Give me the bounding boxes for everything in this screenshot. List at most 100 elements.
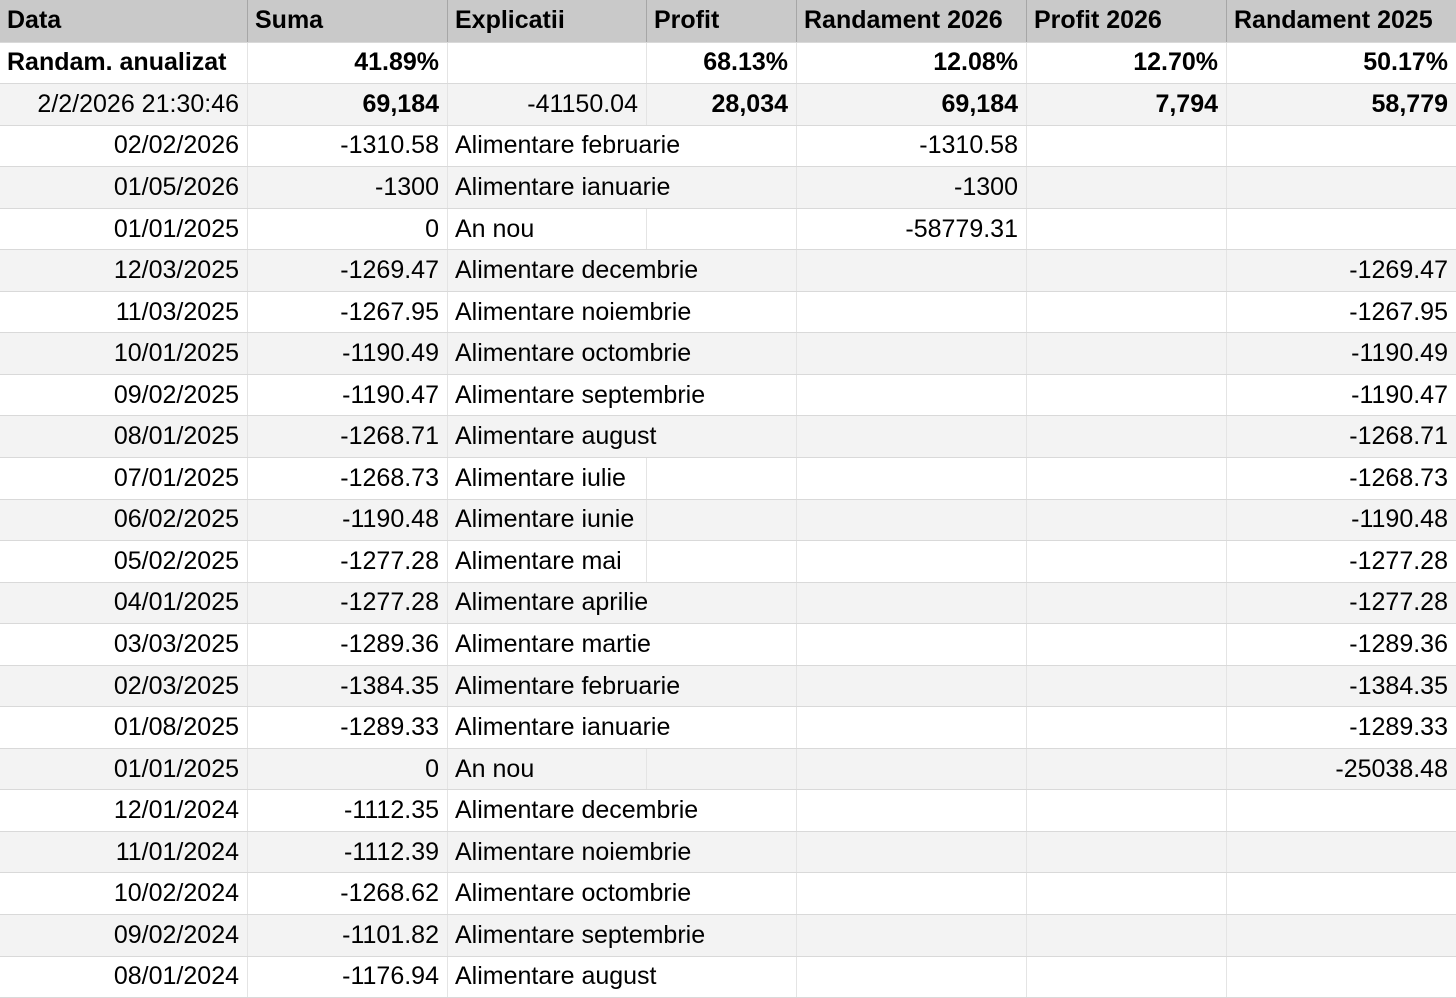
cell-randament_2026[interactable] — [797, 499, 1027, 541]
cell-profit_2026[interactable]: 7,794 — [1027, 84, 1227, 125]
cell-profit_2026[interactable] — [1027, 831, 1227, 873]
cell-randament_2026[interactable] — [797, 748, 1027, 790]
cell-explicatii[interactable] — [448, 42, 647, 84]
cell-randament_2025[interactable]: -1289.33 — [1227, 707, 1456, 748]
cell-randament_2025[interactable] — [1227, 167, 1456, 208]
cell-data[interactable]: 01/01/2025 — [0, 208, 248, 250]
cell-randament_2026[interactable] — [797, 707, 1027, 748]
cell-randament_2025[interactable]: -1190.47 — [1227, 375, 1456, 416]
cell-randament_2025[interactable]: -1289.36 — [1227, 624, 1456, 665]
cell-profit_2026[interactable] — [1027, 665, 1227, 707]
cell-randament_2025[interactable]: -1190.48 — [1227, 500, 1456, 541]
cell-randament_2026[interactable]: 12.08% — [797, 42, 1027, 84]
cell-explicatii[interactable]: Alimentare iunie — [448, 499, 647, 541]
cell-explicatii[interactable]: Alimentare septembrie — [448, 915, 705, 956]
cell-profit[interactable] — [647, 374, 797, 416]
cell-explicatii[interactable]: Alimentare februarie — [448, 666, 680, 707]
column-header-profit[interactable]: Profit — [647, 0, 797, 42]
column-header-explicatii[interactable]: Explicatii — [448, 0, 647, 42]
cell-profit_2026[interactable] — [1027, 125, 1227, 167]
cell-profit_2026[interactable] — [1027, 333, 1227, 374]
cell-explicatii[interactable]: Alimentare septembrie — [448, 375, 705, 416]
cell-profit_2026[interactable] — [1027, 458, 1227, 499]
cell-suma[interactable]: -1269.47 — [248, 250, 448, 291]
cell-explicatii[interactable]: Alimentare octombrie — [448, 873, 691, 914]
cell-suma[interactable]: 41.89% — [248, 42, 448, 84]
cell-suma[interactable]: -1112.39 — [248, 831, 448, 873]
cell-profit[interactable] — [647, 665, 797, 707]
cell-suma[interactable]: -1176.94 — [248, 956, 448, 998]
cell-profit_2026[interactable] — [1027, 541, 1227, 582]
cell-data[interactable]: 11/01/2024 — [0, 831, 248, 873]
cell-explicatii[interactable]: Alimentare noiembrie — [448, 832, 691, 873]
cell-explicatii[interactable]: Alimentare februarie — [448, 126, 680, 167]
cell-suma[interactable]: -1268.62 — [248, 873, 448, 915]
cell-randament_2026[interactable] — [797, 873, 1027, 915]
cell-data[interactable]: 05/02/2025 — [0, 541, 248, 582]
cell-data[interactable]: 02/02/2026 — [0, 125, 248, 167]
cell-randament_2025[interactable] — [1227, 957, 1456, 998]
cell-explicatii[interactable]: Alimentare august — [448, 416, 657, 457]
cell-profit[interactable] — [647, 873, 797, 915]
cell-randament_2026[interactable] — [797, 541, 1027, 582]
cell-randament_2025[interactable] — [1227, 209, 1456, 250]
cell-randament_2026[interactable] — [797, 624, 1027, 665]
cell-randament_2026[interactable] — [797, 956, 1027, 998]
cell-explicatii[interactable]: Alimentare decembrie — [448, 790, 698, 831]
column-header-profit-2026[interactable]: Profit 2026 — [1027, 0, 1227, 42]
cell-data[interactable]: 01/01/2025 — [0, 748, 248, 790]
cell-suma[interactable]: 0 — [248, 748, 448, 790]
cell-profit[interactable] — [647, 748, 797, 790]
cell-data[interactable]: 04/01/2025 — [0, 582, 248, 624]
cell-profit_2026[interactable] — [1027, 915, 1227, 956]
cell-profit[interactable] — [647, 831, 797, 873]
cell-randament_2026[interactable]: 69,184 — [797, 84, 1027, 125]
cell-suma[interactable]: -1277.28 — [248, 541, 448, 582]
cell-data[interactable]: 11/03/2025 — [0, 291, 248, 333]
cell-profit_2026[interactable] — [1027, 250, 1227, 291]
cell-randament_2025[interactable]: -1384.35 — [1227, 666, 1456, 707]
cell-profit_2026[interactable] — [1027, 707, 1227, 748]
cell-profit[interactable] — [647, 956, 797, 998]
cell-profit[interactable] — [647, 541, 797, 582]
cell-randament_2026[interactable] — [797, 665, 1027, 707]
cell-data[interactable]: 12/03/2025 — [0, 250, 248, 291]
cell-randament_2026[interactable] — [797, 374, 1027, 416]
cell-randament_2026[interactable]: -1310.58 — [797, 125, 1027, 167]
cell-profit[interactable] — [647, 291, 797, 333]
cell-profit_2026[interactable] — [1027, 374, 1227, 416]
cell-data[interactable]: 02/03/2025 — [0, 665, 248, 707]
cell-suma[interactable]: -1190.48 — [248, 499, 448, 541]
column-header-randament-2025[interactable]: Randament 2025 — [1227, 0, 1456, 42]
cell-explicatii[interactable]: Alimentare ianuarie — [448, 707, 670, 748]
cell-explicatii[interactable]: Alimentare noiembrie — [448, 292, 691, 333]
cell-profit[interactable] — [647, 458, 797, 499]
cell-data[interactable]: Randam. anualizat — [0, 42, 248, 84]
cell-randament_2026[interactable]: -1300 — [797, 167, 1027, 208]
cell-explicatii[interactable]: An nou — [448, 748, 647, 790]
cell-explicatii[interactable]: Alimentare octombrie — [448, 333, 691, 374]
cell-suma[interactable]: -1289.36 — [248, 624, 448, 665]
cell-suma[interactable]: -1268.73 — [248, 458, 448, 499]
cell-profit[interactable] — [647, 208, 797, 250]
column-header-data[interactable]: Data — [0, 0, 248, 42]
column-header-suma[interactable]: Suma — [248, 0, 448, 42]
cell-suma[interactable]: -1289.33 — [248, 707, 448, 748]
cell-randament_2026[interactable] — [797, 915, 1027, 956]
cell-profit[interactable] — [647, 333, 797, 374]
cell-profit_2026[interactable] — [1027, 499, 1227, 541]
cell-profit_2026[interactable] — [1027, 167, 1227, 208]
cell-suma[interactable]: -1310.58 — [248, 125, 448, 167]
cell-data[interactable]: 03/03/2025 — [0, 624, 248, 665]
cell-suma[interactable]: -1101.82 — [248, 915, 448, 956]
cell-profit_2026[interactable] — [1027, 291, 1227, 333]
cell-explicatii[interactable]: -41150.04 — [448, 84, 647, 125]
cell-explicatii[interactable]: Alimentare decembrie — [448, 250, 698, 291]
cell-profit[interactable] — [647, 582, 797, 624]
cell-randament_2026[interactable] — [797, 790, 1027, 831]
cell-explicatii[interactable]: Alimentare august — [448, 957, 657, 998]
column-header-randament-2026[interactable]: Randament 2026 — [797, 0, 1027, 42]
cell-explicatii[interactable]: Alimentare martie — [448, 624, 651, 665]
cell-suma[interactable]: -1190.49 — [248, 333, 448, 374]
cell-profit[interactable] — [647, 416, 797, 458]
